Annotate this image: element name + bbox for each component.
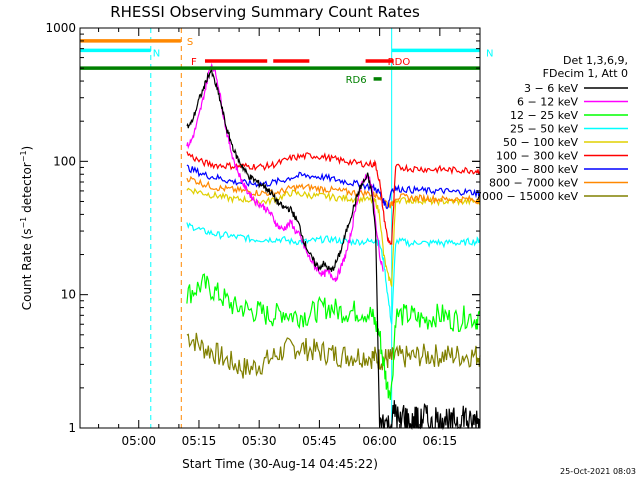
- timestamp: 25-Oct-2021 08:03: [560, 467, 636, 476]
- series-line-0: [186, 67, 481, 431]
- flag-label-5: RDO: [388, 57, 411, 68]
- legend-label-4: 50 − 100 keV: [503, 136, 578, 149]
- series-line-4: [186, 187, 481, 287]
- series-line-8: [186, 332, 481, 379]
- flag-label-0: S: [187, 37, 193, 48]
- legend-label-8: 7000 − 15000 keV: [475, 190, 578, 203]
- flag-label-7: RD6: [346, 75, 367, 86]
- x-tick-label: 06:00: [362, 434, 397, 448]
- y-tick-label: 1000: [45, 21, 76, 35]
- plot-frame: [79, 27, 481, 429]
- flag-label-2: N: [486, 48, 493, 59]
- legend-label-6: 300 − 800 keV: [496, 163, 578, 176]
- legend-label-1: 6 − 12 keV: [517, 96, 578, 109]
- y-tick-label: 1: [68, 421, 76, 435]
- x-tick-label: 06:15: [423, 434, 458, 448]
- legend-header-2: FDecim 1, Att 0: [543, 67, 628, 80]
- series-line-1: [186, 62, 384, 282]
- legend-label-2: 12 − 25 keV: [510, 109, 578, 122]
- legend-label-7: 800 − 7000 keV: [489, 177, 578, 190]
- legend-label-3: 25 − 50 keV: [510, 123, 578, 136]
- series-line-6: [186, 164, 481, 210]
- chart-title: RHESSI Observing Summary Count Rates: [110, 3, 420, 21]
- x-axis-label: Start Time (30-Aug-14 04:45:22): [182, 457, 378, 471]
- legend-header-1: Det 1,3,6,9,: [563, 54, 628, 67]
- series-line-7: [186, 175, 481, 209]
- x-tick-label: 05:45: [302, 434, 337, 448]
- series-line-3: [186, 222, 481, 325]
- series-line-5: [186, 151, 481, 246]
- series-line-2: [186, 273, 481, 400]
- y-tick-label: 10: [61, 288, 76, 302]
- legend-label-0: 3 − 6 keV: [524, 82, 578, 95]
- x-tick-label: 05:15: [182, 434, 217, 448]
- y-axis-label: Count Rate (s−1 detector−1): [19, 146, 34, 310]
- legend-label-5: 100 − 300 keV: [496, 150, 578, 163]
- x-tick-label: 05:30: [242, 434, 277, 448]
- y-tick-label: 100: [53, 154, 76, 168]
- flag-label-1: N: [153, 48, 160, 59]
- flag-label-3: F: [191, 57, 197, 68]
- x-tick-label: 05:00: [121, 434, 156, 448]
